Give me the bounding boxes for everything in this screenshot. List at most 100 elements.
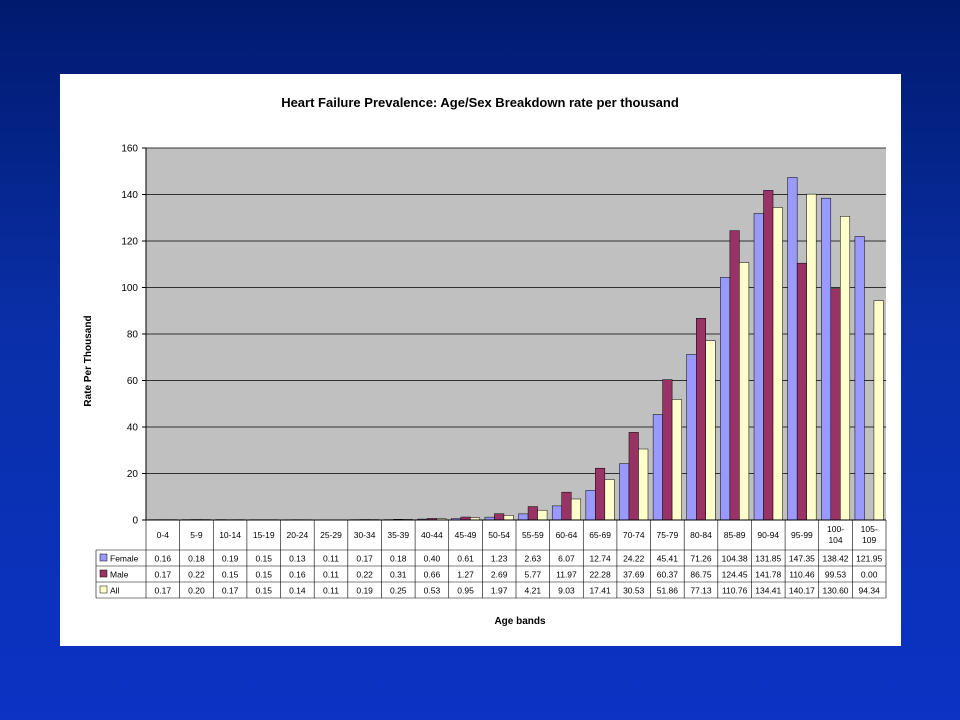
- bar-male: [662, 379, 673, 521]
- data-label: 2.69: [491, 570, 508, 580]
- bar-male: [561, 491, 572, 521]
- legend-key-female: [99, 553, 108, 562]
- data-label: 0.15: [255, 570, 272, 580]
- data-label: 110.46: [789, 570, 815, 580]
- bar-all: [604, 479, 615, 521]
- bar-male: [494, 513, 505, 521]
- data-label: 0.19: [222, 554, 239, 564]
- data-label: 71.26: [690, 554, 712, 564]
- bar-male: [763, 190, 774, 521]
- bar-female: [585, 490, 596, 521]
- data-label: 0.11: [323, 554, 339, 564]
- bar-male: [729, 230, 740, 521]
- bar-all: [503, 515, 514, 521]
- bar-chart: Heart Failure Prevalence: Age/Sex Breakd…: [83, 95, 887, 627]
- x-tick-label: 10-14: [219, 530, 241, 540]
- x-tick-label: 5-9: [190, 530, 203, 540]
- data-label: 0.95: [457, 586, 474, 596]
- data-label: 121.95: [856, 554, 882, 564]
- bar-female: [551, 505, 562, 521]
- bar-female: [753, 213, 764, 521]
- legend-label-female: Female: [110, 554, 139, 564]
- data-label: 11.97: [556, 570, 577, 580]
- bar-female: [652, 414, 663, 521]
- chart-title: Heart Failure Prevalence: Age/Sex Breakd…: [281, 95, 679, 110]
- bar-female: [518, 513, 529, 521]
- data-label: 22.28: [589, 570, 611, 580]
- y-tick-label: 60: [127, 376, 139, 387]
- data-label: 0.17: [356, 554, 373, 564]
- legend-label-male: Male: [110, 570, 129, 580]
- data-label: 0.25: [390, 586, 407, 596]
- data-label: 130.60: [823, 586, 849, 596]
- data-label: 141.78: [755, 570, 781, 580]
- x-axis-label: Age bands: [494, 616, 546, 627]
- data-label: 0.17: [155, 586, 172, 596]
- bar-all: [739, 262, 750, 521]
- data-label: 17.41: [589, 586, 611, 596]
- data-label: 0.66: [424, 570, 441, 580]
- bar-all: [705, 340, 716, 521]
- bar-male: [696, 318, 706, 521]
- x-tick-label: 15-19: [253, 530, 275, 540]
- bar-all: [671, 399, 682, 521]
- x-tick-label: 20-24: [286, 530, 308, 540]
- bar-female: [720, 277, 731, 521]
- data-label: 45.41: [657, 554, 679, 564]
- x-tick-label: 85-89: [724, 530, 746, 540]
- x-tick-label: 0-4: [157, 530, 170, 540]
- bar-male: [796, 262, 807, 521]
- data-label: 24.22: [623, 554, 645, 564]
- data-label: 0.53: [424, 586, 441, 596]
- data-label: 0.19: [356, 586, 373, 596]
- y-tick-label: 0: [132, 516, 138, 527]
- y-tick-label: 100: [121, 283, 138, 294]
- data-label: 30.53: [623, 586, 645, 596]
- data-label: 110.76: [722, 586, 748, 596]
- y-tick-label: 120: [121, 237, 138, 248]
- data-label: 0.20: [188, 586, 205, 596]
- x-tick-label: 50-54: [488, 530, 510, 540]
- data-label: 0.15: [255, 554, 272, 564]
- x-tick-label: 95-99: [791, 530, 813, 540]
- bar-all: [772, 207, 783, 521]
- x-tick-label: 75-79: [656, 530, 678, 540]
- data-label: 0.17: [222, 586, 239, 596]
- data-label: 0.00: [861, 570, 878, 580]
- bar-all: [806, 193, 817, 521]
- data-label: 99.53: [825, 570, 847, 580]
- data-label: 2.63: [525, 554, 542, 564]
- data-label: 134.41: [755, 586, 781, 596]
- data-label: 0.11: [323, 586, 339, 596]
- x-tick-label: 30-34: [354, 530, 376, 540]
- data-label: 51.86: [657, 586, 679, 596]
- bar-female: [854, 236, 865, 521]
- y-tick-label: 160: [121, 144, 138, 155]
- bar-all: [873, 300, 884, 521]
- x-tick-label: 60-64: [556, 530, 578, 540]
- data-label: 60.37: [657, 570, 679, 580]
- data-label: 0.18: [188, 554, 205, 564]
- bar-male: [628, 432, 639, 521]
- x-tick-label: 45-49: [455, 530, 477, 540]
- data-label: 4.21: [525, 586, 542, 596]
- y-tick-label: 80: [127, 330, 139, 341]
- data-label: 6.07: [558, 554, 575, 564]
- data-label: 138.42: [823, 554, 849, 564]
- data-label: 1.23: [491, 554, 508, 564]
- x-tick-label: 104: [828, 535, 842, 545]
- x-tick-label: 80-84: [690, 530, 712, 540]
- y-tick-label: 20: [127, 469, 139, 480]
- data-label: 0.14: [289, 586, 306, 596]
- x-tick-label: 35-39: [387, 530, 409, 540]
- bar-all: [638, 448, 649, 521]
- legend-label-all: All: [110, 586, 120, 596]
- bar-all: [840, 216, 851, 521]
- bar-all: [570, 498, 581, 521]
- data-label: 1.27: [457, 570, 474, 580]
- x-tick-label: 90-94: [757, 530, 779, 540]
- data-label: 37.69: [623, 570, 645, 580]
- y-axis-label: Rate Per Thousand: [83, 315, 94, 406]
- chart-panel: Heart Failure Prevalence: Age/Sex Breakd…: [60, 74, 901, 646]
- data-label: 131.85: [755, 554, 781, 564]
